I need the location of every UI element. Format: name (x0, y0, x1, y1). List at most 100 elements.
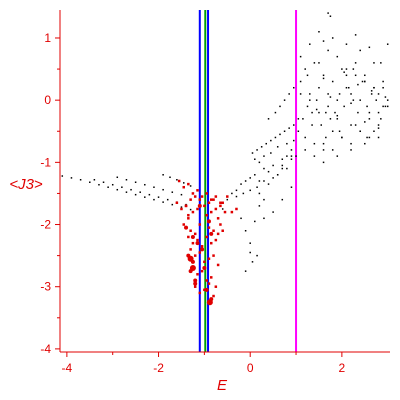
data-point-s1-75 (251, 261, 254, 263)
data-point-s1-136 (341, 68, 343, 70)
data-point-s2-46 (214, 195, 218, 198)
data-point-s1-112 (320, 124, 322, 126)
data-point-s1-15 (189, 208, 192, 211)
data-point-s1-7 (116, 188, 119, 191)
data-point-s1-92 (272, 177, 274, 179)
data-point-s2-42 (196, 189, 199, 192)
data-point-s2-37 (221, 229, 224, 232)
data-point-s1-62 (279, 133, 281, 136)
data-point-s1-57 (256, 149, 258, 151)
data-point-s2-39 (182, 185, 185, 189)
data-point-s1-84 (281, 164, 284, 167)
data-point-s1-151 (336, 55, 339, 58)
data-point-s1-6 (107, 186, 109, 188)
data-point-s1-188 (345, 43, 348, 45)
data-point-s1-193 (336, 155, 339, 157)
data-point-s1-220 (354, 34, 357, 36)
data-point-s1-171 (341, 136, 343, 139)
data-point-s2-47 (219, 201, 222, 205)
data-point-s2-62 (198, 291, 202, 295)
data-point-s1-28 (125, 179, 128, 181)
data-point-s2-16 (216, 217, 220, 220)
data-point-s1-105 (288, 93, 290, 95)
data-point-s1-113 (325, 136, 327, 139)
data-point-s1-159 (322, 149, 325, 151)
data-point-s1-155 (373, 86, 375, 89)
data-point-s1-54 (286, 167, 288, 170)
data-point-s1-108 (302, 118, 304, 120)
data-point-s2-30 (205, 235, 208, 239)
data-point-s3-4 (195, 241, 200, 246)
data-point-s1-102 (274, 111, 277, 114)
data-point-s1-128 (304, 68, 306, 70)
data-point-s1-145 (382, 105, 384, 108)
data-point-s1-39 (189, 185, 192, 187)
data-point-s1-68 (263, 155, 265, 157)
data-point-s1-190 (373, 62, 375, 64)
data-point-s1-137 (345, 86, 348, 89)
data-point-s1-1 (61, 175, 64, 177)
data-point-s1-204 (299, 93, 302, 95)
data-point-s2-4 (187, 217, 190, 220)
data-point-s2-2 (180, 207, 183, 211)
data-point-s1-214 (370, 90, 373, 92)
y-tick-label-6: 1 (44, 31, 51, 45)
data-point-s1-147 (299, 55, 302, 58)
data-point-s1-140 (359, 99, 361, 101)
y-tick-label-3: -2 (40, 218, 51, 232)
data-point-s1-203 (380, 62, 382, 64)
data-point-s2-45 (210, 198, 213, 201)
data-point-s2-41 (191, 192, 195, 195)
data-point-s2-49 (193, 254, 197, 257)
data-point-s1-148 (309, 43, 311, 45)
data-point-s1-87 (235, 195, 238, 198)
data-point-s2-13 (210, 210, 213, 214)
data-point-s1-18 (111, 183, 114, 186)
data-point-s1-11 (153, 198, 155, 201)
data-point-s2-48 (189, 248, 192, 251)
data-point-s1-31 (153, 186, 155, 188)
data-point-s1-71 (286, 142, 288, 145)
data-point-s1-53 (281, 158, 284, 160)
data-point-s1-94 (290, 158, 293, 160)
data-point-s1-211 (350, 102, 352, 105)
data-point-s1-157 (304, 136, 306, 139)
data-point-s1-58 (260, 146, 263, 148)
data-point-s1-125 (380, 118, 382, 120)
data-point-s1-117 (343, 105, 345, 108)
data-point-s2-40 (187, 182, 190, 186)
data-point-s1-63 (283, 130, 286, 133)
data-point-s1-164 (368, 118, 371, 120)
data-point-s2-63 (203, 288, 206, 292)
data-point-s1-158 (313, 142, 316, 145)
data-point-s1-4 (89, 181, 91, 183)
data-point-s1-46 (249, 177, 251, 179)
data-point-s2-59 (210, 276, 213, 279)
data-point-s3-7 (190, 234, 195, 239)
data-point-s2-1 (175, 201, 179, 205)
data-point-s1-14 (180, 206, 183, 208)
data-point-s1-120 (357, 111, 359, 114)
data-point-s1-162 (350, 124, 352, 126)
data-point-s1-129 (309, 93, 311, 95)
data-point-s1-45 (244, 180, 247, 182)
reference-lines (198, 10, 298, 352)
data-point-s1-130 (313, 62, 316, 64)
data-point-s2-20 (226, 195, 229, 198)
x-tick-label-3: 0 (247, 361, 254, 375)
data-point-s1-169 (322, 142, 325, 145)
data-point-s1-96 (244, 270, 247, 272)
data-point-s2-9 (198, 198, 202, 201)
data-point-s2-53 (212, 254, 215, 257)
data-point-s1-122 (366, 105, 368, 108)
data-point-s1-13 (171, 203, 174, 206)
data-point-s1-59 (265, 142, 267, 145)
data-point-s2-5 (189, 198, 192, 201)
data-point-s1-215 (377, 127, 380, 129)
data-point-s2-27 (196, 238, 199, 242)
data-point-s2-38 (177, 179, 181, 183)
data-point-s2-8 (196, 207, 199, 211)
data-point-s1-175 (377, 124, 380, 126)
data-point-s1-166 (295, 155, 297, 157)
data-point-s1-178 (318, 111, 320, 114)
